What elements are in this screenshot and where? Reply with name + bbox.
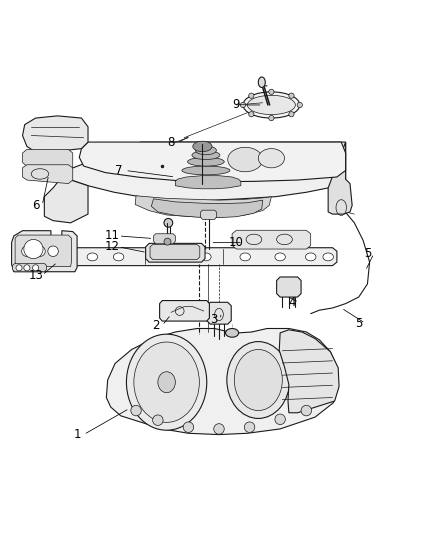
Text: 12: 12 xyxy=(105,240,120,253)
Polygon shape xyxy=(207,302,231,324)
Polygon shape xyxy=(151,199,263,217)
Ellipse shape xyxy=(113,253,124,261)
Ellipse shape xyxy=(258,77,265,87)
Ellipse shape xyxy=(127,334,207,430)
Polygon shape xyxy=(15,235,71,266)
Ellipse shape xyxy=(240,253,251,261)
Ellipse shape xyxy=(193,141,212,152)
Polygon shape xyxy=(159,301,209,321)
Polygon shape xyxy=(135,196,272,217)
Ellipse shape xyxy=(297,102,302,108)
Polygon shape xyxy=(232,230,311,249)
Text: 9: 9 xyxy=(233,99,240,111)
Polygon shape xyxy=(22,165,73,183)
Ellipse shape xyxy=(183,422,194,432)
Ellipse shape xyxy=(157,253,167,261)
Ellipse shape xyxy=(240,102,246,108)
Ellipse shape xyxy=(249,93,254,98)
Ellipse shape xyxy=(323,253,333,261)
Polygon shape xyxy=(175,176,241,189)
Polygon shape xyxy=(22,149,73,171)
Polygon shape xyxy=(277,277,301,297)
Ellipse shape xyxy=(16,265,22,271)
Ellipse shape xyxy=(228,147,263,172)
Ellipse shape xyxy=(32,265,39,271)
Text: 10: 10 xyxy=(229,236,244,249)
Ellipse shape xyxy=(134,342,199,422)
Ellipse shape xyxy=(24,239,43,259)
Polygon shape xyxy=(79,142,346,182)
Ellipse shape xyxy=(234,350,283,410)
Text: 2: 2 xyxy=(152,319,159,332)
Ellipse shape xyxy=(243,92,300,118)
Text: 3: 3 xyxy=(210,313,217,326)
Ellipse shape xyxy=(195,146,216,155)
Ellipse shape xyxy=(258,149,285,168)
Text: 6: 6 xyxy=(32,199,39,212)
Ellipse shape xyxy=(87,253,98,261)
Ellipse shape xyxy=(249,111,254,117)
Text: 4: 4 xyxy=(289,296,296,309)
Ellipse shape xyxy=(152,415,163,425)
Polygon shape xyxy=(106,328,338,434)
Polygon shape xyxy=(71,248,337,265)
Ellipse shape xyxy=(164,219,173,227)
Polygon shape xyxy=(146,244,205,262)
Polygon shape xyxy=(201,210,216,220)
Polygon shape xyxy=(12,263,46,272)
Text: 1: 1 xyxy=(73,428,81,441)
Ellipse shape xyxy=(269,116,274,120)
Polygon shape xyxy=(12,231,77,272)
Text: 8: 8 xyxy=(167,136,175,149)
Ellipse shape xyxy=(226,328,239,337)
Ellipse shape xyxy=(131,405,141,416)
Ellipse shape xyxy=(164,238,171,245)
Ellipse shape xyxy=(305,253,316,261)
Polygon shape xyxy=(44,177,88,223)
Ellipse shape xyxy=(35,246,45,256)
Ellipse shape xyxy=(289,93,294,98)
Polygon shape xyxy=(153,234,175,244)
Text: 11: 11 xyxy=(105,229,120,243)
Ellipse shape xyxy=(269,89,274,94)
Ellipse shape xyxy=(201,253,211,261)
Text: 5: 5 xyxy=(364,247,371,260)
Polygon shape xyxy=(328,142,352,214)
Text: 13: 13 xyxy=(28,269,43,282)
Ellipse shape xyxy=(158,372,175,393)
Polygon shape xyxy=(22,116,88,153)
Text: 7: 7 xyxy=(115,164,122,177)
Ellipse shape xyxy=(275,414,286,425)
Polygon shape xyxy=(62,142,346,201)
Ellipse shape xyxy=(289,111,294,117)
Ellipse shape xyxy=(187,157,224,166)
Polygon shape xyxy=(279,330,339,413)
Ellipse shape xyxy=(192,151,220,159)
Ellipse shape xyxy=(21,246,32,256)
Ellipse shape xyxy=(244,422,255,432)
Ellipse shape xyxy=(247,95,295,115)
Ellipse shape xyxy=(275,253,286,261)
Ellipse shape xyxy=(182,166,230,175)
Ellipse shape xyxy=(24,265,30,271)
Ellipse shape xyxy=(227,342,290,418)
Text: 5: 5 xyxy=(355,317,362,330)
Ellipse shape xyxy=(301,405,311,416)
Polygon shape xyxy=(150,245,200,260)
Ellipse shape xyxy=(214,424,224,434)
Ellipse shape xyxy=(48,246,58,256)
